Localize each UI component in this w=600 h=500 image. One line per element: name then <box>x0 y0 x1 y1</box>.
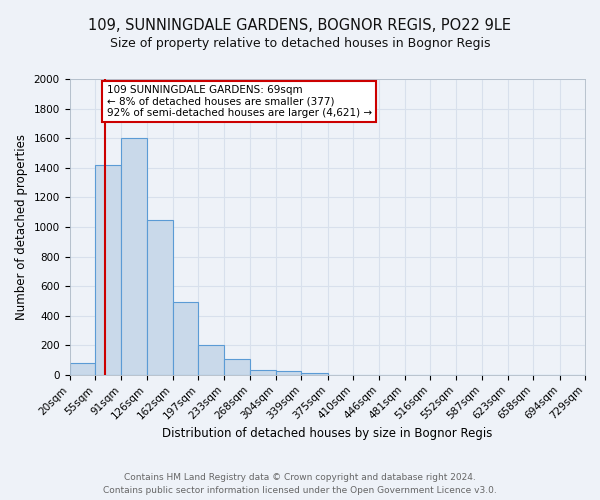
Text: Contains HM Land Registry data © Crown copyright and database right 2024.: Contains HM Land Registry data © Crown c… <box>124 472 476 482</box>
Bar <box>95 165 121 375</box>
Bar <box>224 360 250 375</box>
Bar <box>70 363 95 375</box>
Bar <box>146 220 173 375</box>
Text: Size of property relative to detached houses in Bognor Regis: Size of property relative to detached ho… <box>110 38 490 51</box>
Bar <box>301 372 328 375</box>
Bar <box>173 302 198 375</box>
Text: 109 SUNNINGDALE GARDENS: 69sqm
← 8% of detached houses are smaller (377)
92% of : 109 SUNNINGDALE GARDENS: 69sqm ← 8% of d… <box>107 85 372 118</box>
Bar <box>121 138 146 375</box>
X-axis label: Distribution of detached houses by size in Bognor Regis: Distribution of detached houses by size … <box>162 427 493 440</box>
Bar <box>250 370 276 375</box>
Text: Contains public sector information licensed under the Open Government Licence v3: Contains public sector information licen… <box>103 486 497 495</box>
Text: 109, SUNNINGDALE GARDENS, BOGNOR REGIS, PO22 9LE: 109, SUNNINGDALE GARDENS, BOGNOR REGIS, … <box>89 18 511 32</box>
Y-axis label: Number of detached properties: Number of detached properties <box>15 134 28 320</box>
Bar <box>198 346 224 375</box>
Bar <box>276 371 301 375</box>
